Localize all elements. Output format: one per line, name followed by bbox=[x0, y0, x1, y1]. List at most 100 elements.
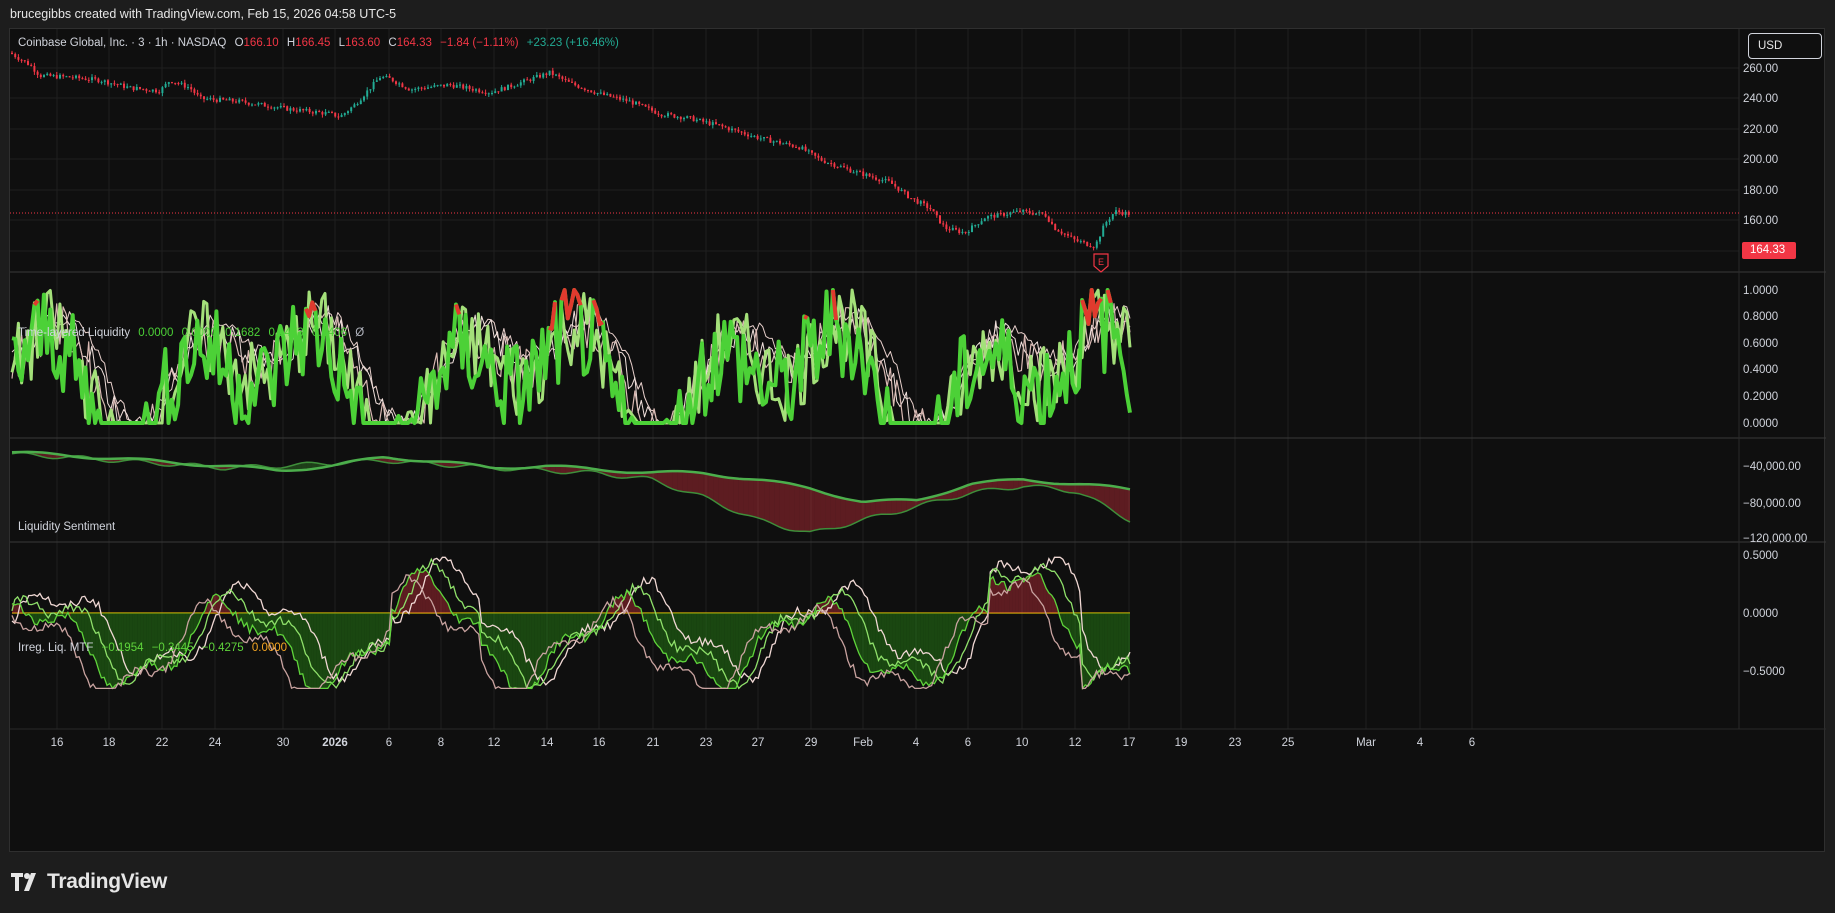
chart-canvas[interactable]: E 260.00 240.00 220.00 200.00 180.00 160.00 14… bbox=[10, 29, 1826, 853]
candle-body-28 bbox=[100, 81, 103, 83]
irr-fill bbox=[914, 613, 918, 681]
candlestick-series[interactable] bbox=[11, 50, 1130, 251]
irr-fill bbox=[148, 613, 152, 666]
tll-value-6: Ø bbox=[355, 327, 365, 339]
irr-fill bbox=[649, 613, 653, 636]
irr-fill bbox=[749, 613, 753, 658]
candle-body-30 bbox=[107, 80, 109, 85]
candle-body-115 bbox=[379, 78, 381, 81]
time-layered-liquidity-plot[interactable] bbox=[10, 288, 1132, 425]
ls-fill bbox=[728, 477, 734, 513]
irr-fill bbox=[126, 613, 130, 678]
tll-axis-label-3: 0.4000 bbox=[1743, 364, 1778, 376]
pane-separators[interactable] bbox=[10, 271, 1826, 543]
irr-fill bbox=[364, 613, 367, 656]
candle-body-117 bbox=[385, 76, 388, 78]
candle-body-189 bbox=[615, 96, 618, 98]
candle-body-16 bbox=[62, 74, 65, 77]
candle-body-93 bbox=[308, 108, 311, 113]
irr-fill bbox=[313, 613, 317, 689]
irr-fill bbox=[856, 613, 859, 654]
candle-body-336 bbox=[1086, 241, 1089, 246]
candle-body-276 bbox=[894, 183, 897, 187]
candle-body-217 bbox=[705, 121, 708, 123]
irr-fill bbox=[1026, 575, 1030, 613]
symbol-title[interactable]: Coinbase Global, Inc. · 3 · 1h · NASDAQ bbox=[18, 37, 227, 49]
irr-fill bbox=[568, 613, 571, 639]
chart-container[interactable]: E 260.00 240.00 220.00 200.00 180.00 160.00 14… bbox=[9, 28, 1826, 853]
candle-body-220 bbox=[715, 122, 717, 125]
candle-body-150 bbox=[491, 92, 493, 94]
irr-fill bbox=[537, 613, 541, 685]
candle-body-262 bbox=[849, 168, 852, 173]
main-legend[interactable]: Coinbase Global, Inc. · 3 · 1h · NASDAQ … bbox=[18, 37, 624, 49]
candle-body-323 bbox=[1044, 213, 1047, 217]
candle-body-298 bbox=[964, 231, 967, 233]
tll-legend[interactable]: Time-layered Liquidity 0.0000 0.0000 0.1… bbox=[18, 327, 369, 339]
ls-axis-label-2: −120,000.00 bbox=[1743, 533, 1807, 545]
irr-fill bbox=[900, 613, 904, 669]
candle-body-235 bbox=[763, 137, 765, 139]
candle-body-164 bbox=[535, 74, 538, 78]
irr-fill bbox=[14, 603, 18, 613]
candle-body-223 bbox=[724, 126, 727, 128]
irr-fill bbox=[1102, 613, 1105, 672]
candle-body-283 bbox=[916, 199, 919, 204]
tll-title[interactable]: Time-layered Liquidity bbox=[18, 327, 131, 339]
time-label-1: 18 bbox=[103, 737, 116, 749]
irr-fill bbox=[710, 613, 714, 678]
candle-body-75 bbox=[251, 104, 253, 106]
candle-body-346 bbox=[1118, 210, 1121, 213]
earnings-marker[interactable]: E bbox=[1093, 253, 1109, 273]
candle-body-80 bbox=[267, 106, 269, 108]
tll-high-segment bbox=[304, 300, 318, 319]
candle-body-191 bbox=[622, 98, 625, 100]
candle-body-243 bbox=[788, 142, 791, 145]
candle-body-42 bbox=[145, 89, 148, 91]
tradingview-logo[interactable]: TradingView bbox=[11, 870, 167, 894]
time-axis[interactable]: 16 18 22 24 30 2026 6 8 12 14 16 21 23 27 29 Feb 4 6 10 12 1… bbox=[51, 737, 1476, 749]
irr-fill bbox=[886, 613, 890, 674]
irregular-liquidity-plot[interactable] bbox=[11, 556, 1131, 691]
irr-fill bbox=[520, 613, 524, 689]
irr-legend[interactable]: Irreg. Liq. MTF −0.1954 −0.3445 −0.4275 … bbox=[18, 642, 292, 654]
currency-button[interactable]: USD bbox=[1748, 33, 1822, 59]
irr-fill bbox=[1124, 613, 1128, 667]
irr-fill bbox=[758, 613, 762, 640]
time-label-9: 14 bbox=[541, 737, 554, 749]
candle-body-87 bbox=[289, 108, 292, 111]
time-label-20: 17 bbox=[1123, 737, 1136, 749]
ls-fill bbox=[550, 465, 556, 473]
price-axis[interactable]: 260.00240.00220.00200.00180.00160.00140.… bbox=[1743, 63, 1807, 678]
ls-fill bbox=[565, 465, 571, 474]
irr-fill bbox=[1127, 613, 1130, 675]
irr-fill bbox=[1007, 590, 1010, 613]
candle-body-206 bbox=[670, 113, 673, 115]
ls-fill bbox=[1114, 486, 1120, 517]
ls-legend[interactable]: Liquidity Sentiment bbox=[18, 521, 120, 533]
candle-body-169 bbox=[551, 70, 554, 75]
ls-title[interactable]: Liquidity Sentiment bbox=[18, 521, 116, 533]
irr-series-1 bbox=[11, 557, 1131, 690]
time-label-18: 10 bbox=[1016, 737, 1029, 749]
irr-fill bbox=[1015, 579, 1019, 613]
candle-body-256 bbox=[830, 163, 833, 165]
candle-body-210 bbox=[683, 118, 685, 120]
irr-fill bbox=[134, 613, 138, 676]
tll-axis-label-0: 1.0000 bbox=[1743, 285, 1778, 297]
candle-body-171 bbox=[558, 74, 561, 77]
liquidity-sentiment-plot[interactable] bbox=[11, 450, 1131, 533]
candle-body-119 bbox=[391, 77, 394, 82]
irr-value-4: 0.0000 bbox=[251, 642, 288, 654]
irr-fill bbox=[730, 613, 734, 689]
ls-fill bbox=[1063, 484, 1070, 493]
time-label-21: 19 bbox=[1175, 737, 1188, 749]
ls-fill bbox=[962, 485, 968, 497]
irr-title[interactable]: Irreg. Liq. MTF bbox=[18, 642, 94, 654]
irr-fill bbox=[934, 613, 938, 684]
ls-fill bbox=[1008, 479, 1014, 490]
candle-body-181 bbox=[590, 90, 593, 93]
irr-fill bbox=[118, 613, 122, 684]
ls-fill bbox=[306, 462, 312, 470]
candle-body-193 bbox=[628, 100, 631, 102]
